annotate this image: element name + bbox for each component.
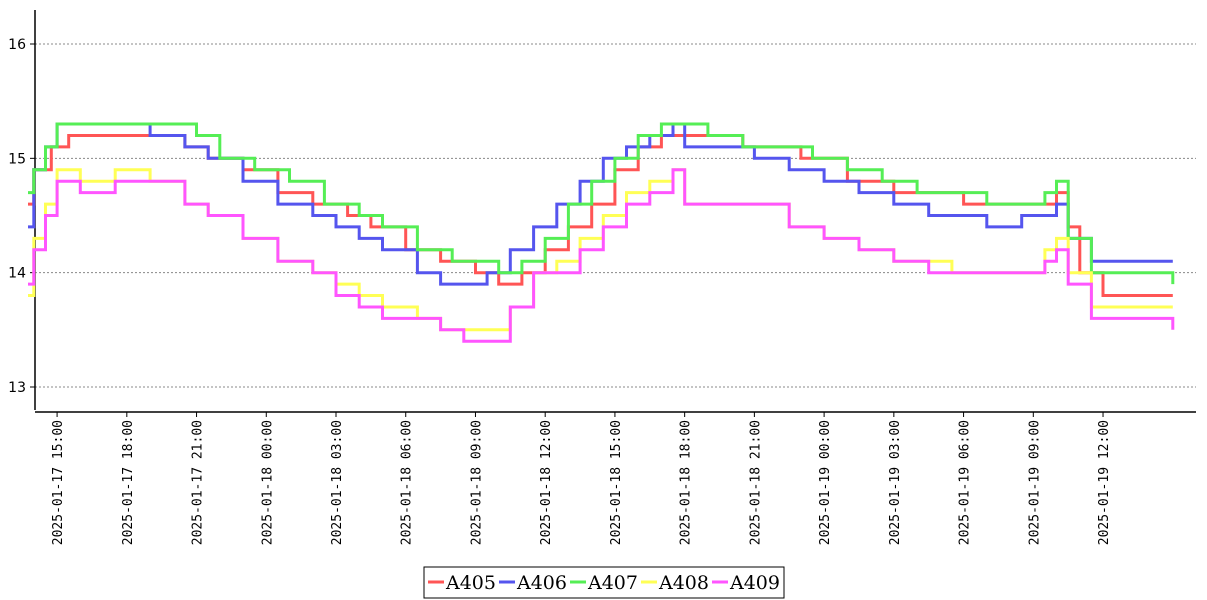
x-tick-label: 2025-01-18 06:00 xyxy=(400,420,415,545)
x-tick-label: 2025-01-19 00:00 xyxy=(818,420,833,545)
legend: A405 A406 A407 A408 A409 xyxy=(423,566,785,599)
x-tick-labels: 2025-01-17 15:00 2025-01-17 18:00 2025-01-… xyxy=(51,412,1112,545)
series-lines xyxy=(28,122,1175,343)
x-tick-label: 2025-01-17 15:00 xyxy=(51,420,66,545)
x-tick-label: 2025-01-19 03:00 xyxy=(888,420,903,545)
x-tick-label: 2025-01-19 09:00 xyxy=(1027,420,1042,545)
legend-label: A409 xyxy=(729,572,780,594)
legend-label: A405 xyxy=(445,572,496,594)
x-tick-label: 2025-01-18 12:00 xyxy=(539,420,554,545)
x-tick-label: 2025-01-18 18:00 xyxy=(679,420,694,545)
legend-label: A407 xyxy=(587,572,638,594)
x-tick-label: 2025-01-18 15:00 xyxy=(609,420,624,545)
x-tick-label: 2025-01-17 18:00 xyxy=(121,420,136,545)
y-tick-label: 15 xyxy=(8,151,26,167)
series-line-a406 xyxy=(28,122,1173,286)
x-tick-label: 2025-01-18 09:00 xyxy=(469,420,484,545)
x-tick-label: 2025-01-17 21:00 xyxy=(191,420,206,545)
x-tick-label: 2025-01-19 06:00 xyxy=(958,420,973,545)
y-tick-label: 13 xyxy=(8,380,26,396)
x-tick-label: 2025-01-18 21:00 xyxy=(748,420,763,545)
x-tick-label: 2025-01-18 00:00 xyxy=(260,420,275,545)
x-tick-label: 2025-01-18 03:00 xyxy=(330,420,345,545)
series-line-a409 xyxy=(28,168,1175,343)
y-tick-label: 14 xyxy=(8,266,26,282)
series-line-a407 xyxy=(28,122,1175,285)
y-tick-label: 16 xyxy=(8,37,26,53)
y-tick-labels: 13 14 15 16 xyxy=(8,37,35,396)
legend-label: A406 xyxy=(516,572,567,594)
x-tick-label: 2025-01-19 12:00 xyxy=(1097,420,1112,545)
legend-label: A408 xyxy=(658,572,709,594)
